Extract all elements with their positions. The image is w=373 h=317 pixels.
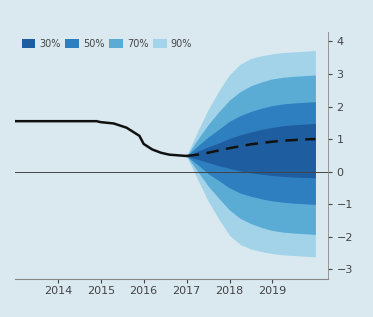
Legend: 30%, 50%, 70%, 90%: 30%, 50%, 70%, 90% [20,36,194,50]
